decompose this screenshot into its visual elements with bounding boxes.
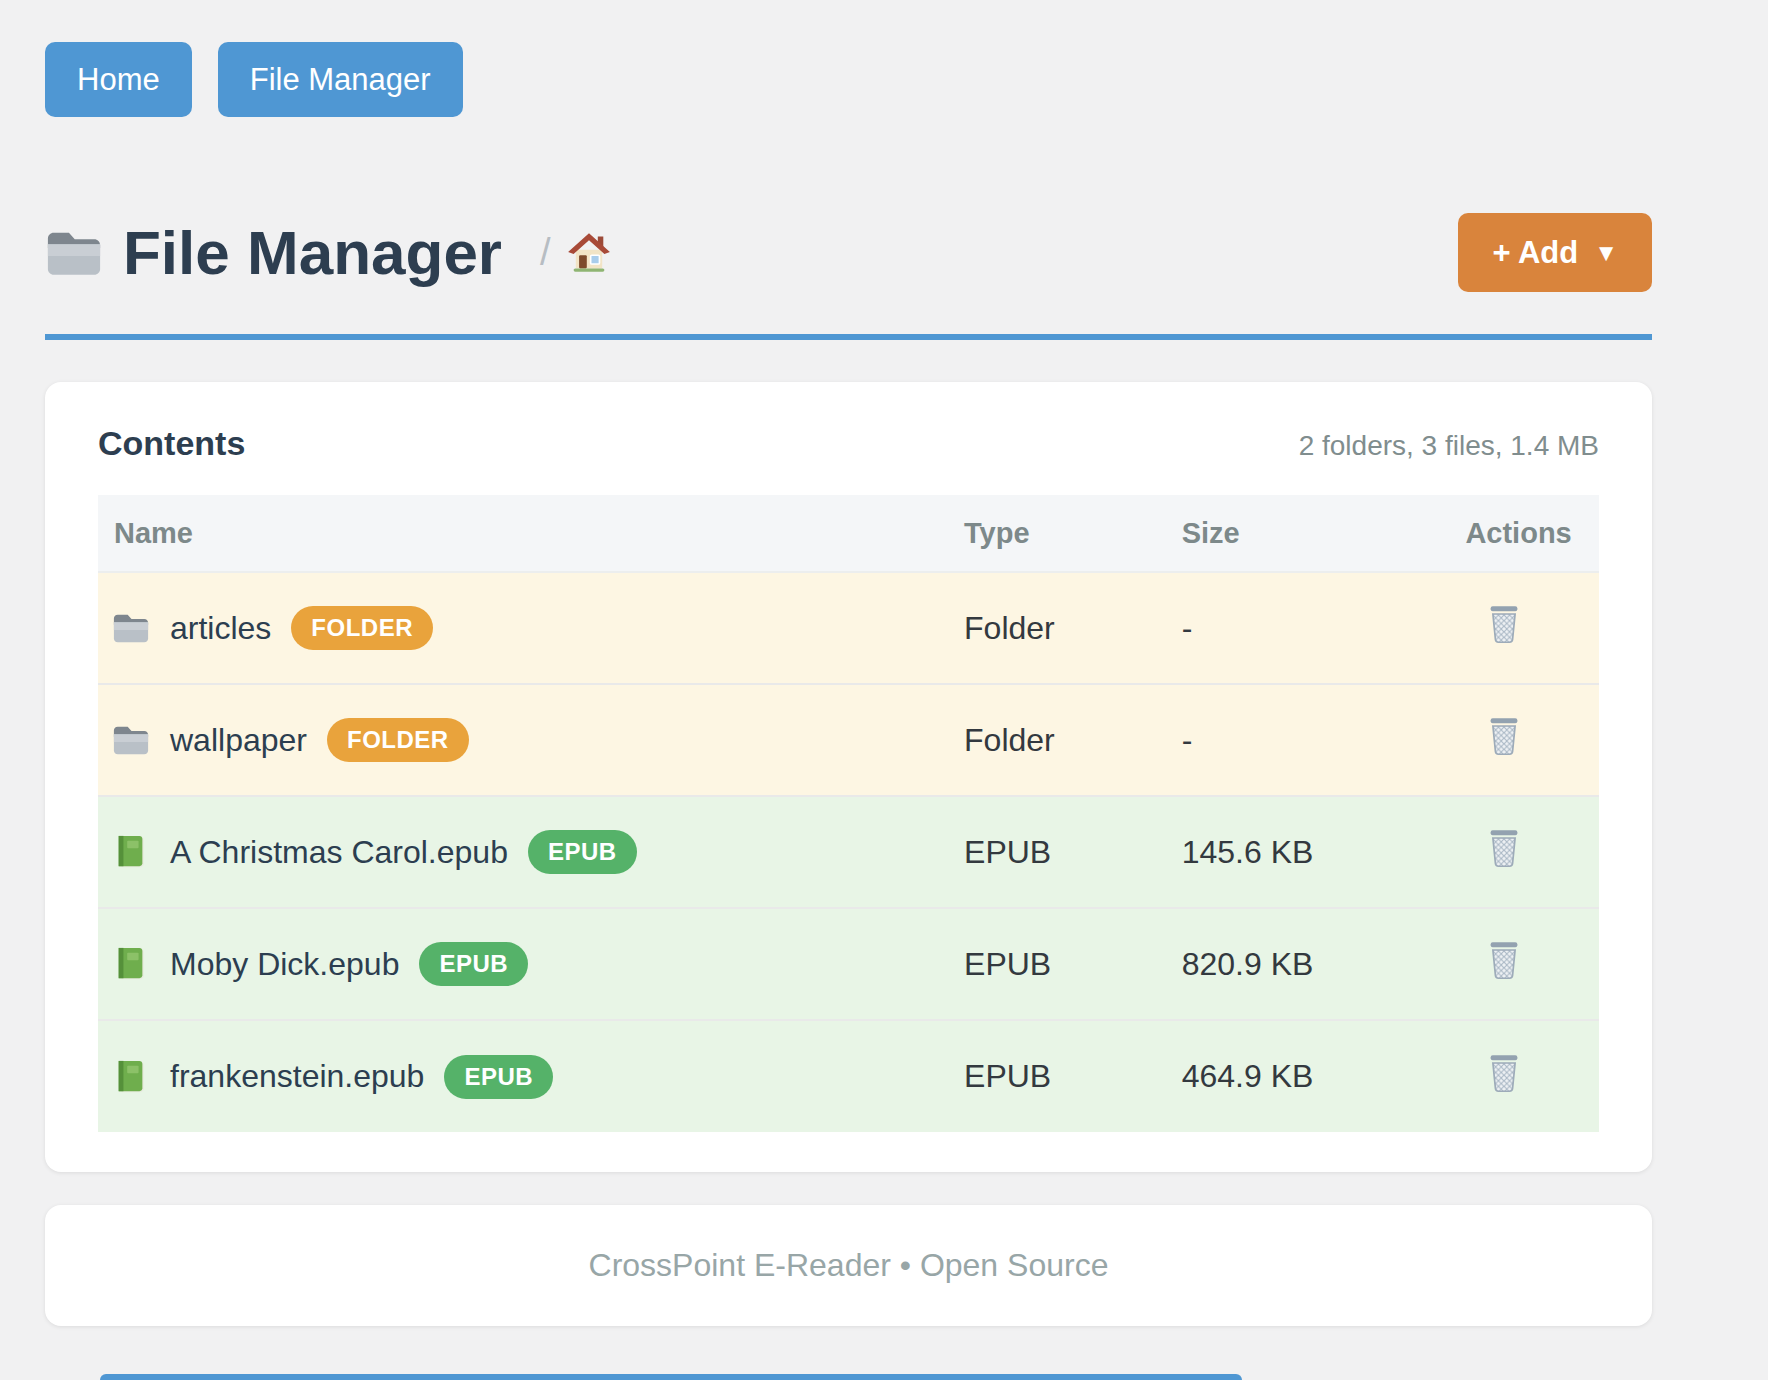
file-type-badge: EPUB <box>528 830 637 874</box>
delete-button[interactable] <box>1487 1053 1521 1093</box>
size-cell: - <box>1158 572 1442 684</box>
actions-cell <box>1441 796 1599 908</box>
table-row: frankenstein.epubEPUBEPUB464.9 KB <box>98 1020 1599 1132</box>
contents-card: Contents 2 folders, 3 files, 1.4 MB Name… <box>45 382 1652 1172</box>
page: Home File Manager File Manager / + Add <box>45 0 1652 1326</box>
size-cell: - <box>1158 684 1442 796</box>
type-cell: Folder <box>940 684 1158 796</box>
file-name[interactable]: A Christmas Carol.epub <box>170 834 508 871</box>
file-type-badge: FOLDER <box>327 718 469 762</box>
file-name[interactable]: Moby Dick.epub <box>170 946 399 983</box>
folder-icon <box>112 610 150 646</box>
file-name[interactable]: frankenstein.epub <box>170 1058 424 1095</box>
title-row: File Manager / + Add ▼ <box>45 213 1652 292</box>
type-cell: EPUB <box>940 1020 1158 1132</box>
type-cell: EPUB <box>940 796 1158 908</box>
contents-card-header: Contents 2 folders, 3 files, 1.4 MB <box>98 424 1599 463</box>
file-type-badge: EPUB <box>419 942 528 986</box>
table-row: A Christmas Carol.epubEPUBEPUB145.6 KB <box>98 796 1599 908</box>
size-cell: 145.6 KB <box>1158 796 1442 908</box>
file-manager-button[interactable]: File Manager <box>218 42 463 117</box>
trash-icon <box>1487 940 1521 980</box>
type-cell: Folder <box>940 572 1158 684</box>
table-header-row: Name Type Size Actions <box>98 495 1599 572</box>
name-cell: wallpaper FOLDER <box>98 684 940 796</box>
size-cell: 464.9 KB <box>1158 1020 1442 1132</box>
trash-icon <box>1487 1053 1521 1093</box>
green-book-icon <box>112 834 150 870</box>
column-header-name: Name <box>98 495 940 572</box>
name-cell: articles FOLDER <box>98 572 940 684</box>
column-header-type: Type <box>940 495 1158 572</box>
file-name[interactable]: wallpaper <box>170 722 307 759</box>
type-cell: EPUB <box>940 908 1158 1020</box>
green-book-icon <box>112 1059 150 1095</box>
page-title: File Manager <box>123 222 502 284</box>
add-button[interactable]: + Add ▼ <box>1458 213 1652 292</box>
green-book-icon <box>112 946 150 982</box>
name-cell: Moby Dick.epub EPUB <box>98 908 940 1020</box>
delete-button[interactable] <box>1487 940 1521 980</box>
delete-button[interactable] <box>1487 828 1521 868</box>
name-cell: frankenstein.epub EPUB <box>98 1020 940 1132</box>
table-row: Moby Dick.epubEPUBEPUB820.9 KB <box>98 908 1599 1020</box>
column-header-actions: Actions <box>1441 495 1599 572</box>
trash-icon <box>1487 716 1521 756</box>
file-name[interactable]: articles <box>170 610 271 647</box>
add-button-label: + Add <box>1492 235 1578 271</box>
table-row: articles FOLDER Folder- <box>98 572 1599 684</box>
contents-heading: Contents <box>98 424 245 463</box>
actions-cell <box>1441 908 1599 1020</box>
title-divider <box>45 334 1652 340</box>
actions-cell <box>1441 684 1599 796</box>
home-button[interactable]: Home <box>45 42 192 117</box>
folder-icon <box>112 722 150 758</box>
caret-down-icon: ▼ <box>1594 241 1618 265</box>
home-icon[interactable] <box>567 232 611 274</box>
folder-icon <box>45 227 103 279</box>
trash-icon <box>1487 828 1521 868</box>
contents-summary: 2 folders, 3 files, 1.4 MB <box>1299 430 1599 462</box>
file-type-badge: FOLDER <box>291 606 433 650</box>
contents-table-body: articles FOLDER Folder- wallpaper FOLDER Fold… <box>98 572 1599 1132</box>
name-cell: A Christmas Carol.epub EPUB <box>98 796 940 908</box>
footer-card: CrossPoint E-Reader • Open Source <box>45 1205 1652 1326</box>
delete-button[interactable] <box>1487 716 1521 756</box>
breadcrumb-separator: / <box>540 231 551 274</box>
cutoff-bottom-element <box>100 1374 1242 1380</box>
footer-text: CrossPoint E-Reader • Open Source <box>589 1247 1109 1284</box>
file-type-badge: EPUB <box>444 1055 553 1099</box>
top-nav: Home File Manager <box>45 42 1652 117</box>
table-row: wallpaper FOLDER Folder- <box>98 684 1599 796</box>
trash-icon <box>1487 604 1521 644</box>
column-header-size: Size <box>1158 495 1442 572</box>
delete-button[interactable] <box>1487 604 1521 644</box>
actions-cell <box>1441 1020 1599 1132</box>
actions-cell <box>1441 572 1599 684</box>
file-table: Name Type Size Actions articles FOLDER Fol… <box>98 495 1599 1132</box>
size-cell: 820.9 KB <box>1158 908 1442 1020</box>
